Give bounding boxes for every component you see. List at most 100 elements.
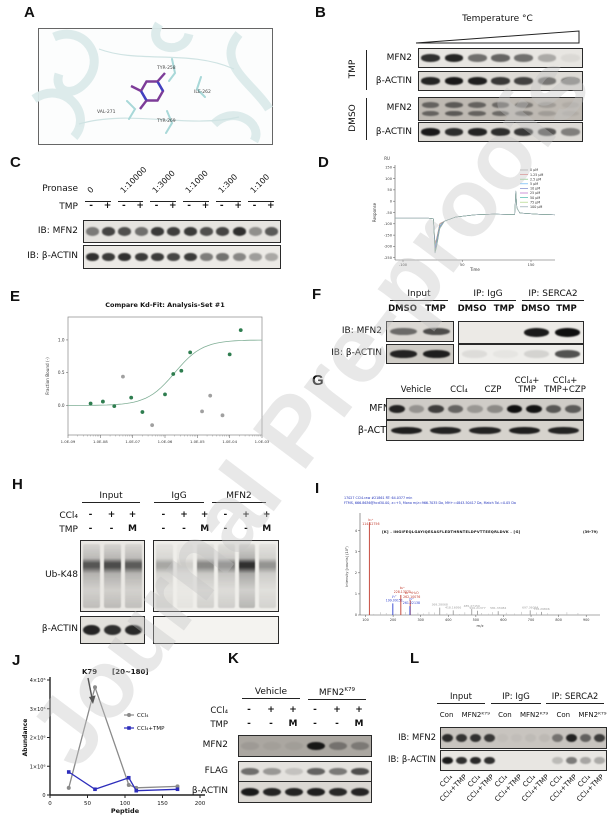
blot-pronase-actin (83, 245, 281, 269)
blot-g-mfn2 (386, 398, 584, 420)
blot-band (506, 405, 523, 413)
data-point (88, 401, 93, 406)
blot-band (183, 252, 197, 262)
blot-k-flag (238, 761, 372, 782)
blot-band (593, 756, 605, 765)
peptide-range: (39-79) (583, 530, 598, 534)
lane-sign: MFN2ᴷ⁷⁹ (519, 711, 549, 719)
blot-band (197, 543, 214, 609)
blot-band (456, 756, 468, 765)
blot-band (491, 128, 510, 136)
blot-band (351, 788, 369, 796)
lane-sign: - (219, 201, 224, 211)
annotation-arrow-head (89, 695, 96, 704)
x-tick-label: 1.0E-06 (158, 439, 173, 444)
legend-label: 0 µM (530, 168, 538, 172)
blot-row-label: β-ACTIN (375, 76, 412, 86)
blot-band (423, 327, 450, 336)
col-group-igg: IgG (154, 491, 204, 503)
blot-band (104, 543, 121, 609)
blot-band (259, 543, 276, 609)
y-tick-label: 0.5 (58, 370, 65, 375)
x-tick-label: 300 (417, 618, 423, 622)
lane-sign: + (289, 705, 297, 715)
blot-band (167, 227, 181, 236)
blot-band (593, 734, 605, 742)
col-group-input: Input (390, 289, 448, 301)
ccl4-sign-row: - + + - + + (238, 705, 370, 715)
x-tick-label: 800 (555, 618, 561, 622)
ms2-spectrum-chart: 17027 CCl4.raw #21861 RT: 64.0377 minFTM… (344, 496, 600, 628)
group-bracket-dmso (366, 98, 367, 140)
blot-band (526, 405, 542, 413)
blot-band (85, 252, 99, 262)
dilution-underline (85, 201, 111, 202)
blot-h-input-actin (80, 616, 145, 644)
blot-row-label: MFN2 (386, 53, 412, 63)
blot-band (428, 405, 444, 413)
dilution-label: 1:1000 (183, 168, 210, 195)
blot-row-label: IB: β-ACTIN (331, 348, 382, 358)
blot-row-label: β-ACTIN (191, 786, 228, 796)
blot-band (390, 327, 417, 336)
lane-sign: + (200, 510, 209, 520)
blot-band (497, 734, 509, 742)
panel-k-label: K (228, 650, 239, 667)
blot-band (561, 110, 580, 117)
blot-band (538, 101, 556, 108)
lane-sign: + (333, 705, 341, 715)
blot-band (263, 788, 281, 796)
legend-label: 75 µM (530, 200, 540, 204)
blot-band (241, 767, 259, 776)
blot-band (216, 227, 230, 236)
plot-frame (67, 316, 263, 436)
blot-band (390, 350, 417, 358)
blot-band (134, 227, 148, 236)
data-point (227, 352, 232, 357)
chart-title: Compare Kd-Fit: Analysis-Set #1 (105, 301, 225, 309)
blot-row-label: IB: β-ACTIN (27, 251, 78, 261)
col-group-input: Input (437, 692, 485, 704)
x-tick-label: 700 (528, 618, 534, 622)
blot-band (238, 543, 256, 609)
blot-g-actin (386, 420, 584, 441)
y-axis-label: Intensity [counts] (10⁶) (345, 546, 349, 587)
tmp-signs-ip: --M--M (153, 524, 277, 534)
x-axis-label: Peptide (111, 807, 140, 815)
blot-band (125, 624, 142, 636)
tmp-row-label: TMP (59, 202, 78, 212)
blot-band (442, 756, 454, 765)
lane-sign: + (103, 201, 112, 211)
peak-ion-name: y₂⁺ (409, 597, 414, 601)
col-label-sup: K79 (344, 687, 356, 693)
lane-sign: - (182, 524, 186, 534)
y-tick-label: 1×10⁶ (30, 764, 46, 770)
blot-band (444, 128, 464, 136)
lane-sign: - (244, 524, 248, 534)
blot-band (134, 252, 148, 262)
blot-band (444, 54, 464, 62)
blot-band (511, 734, 522, 742)
lane-sign: - (223, 510, 228, 520)
blot-band (101, 252, 116, 262)
blot-band (307, 742, 325, 750)
peak-mz-value: 261.22138 (403, 601, 420, 605)
residue-label: ILE-262 (194, 89, 211, 95)
blot-f-input-mfn2 (386, 321, 454, 342)
y-tick-label: 4 (355, 529, 357, 533)
panel-e-label: E (10, 288, 21, 305)
residue-label: TYR-269 (156, 118, 176, 124)
sensorgram-curve (395, 190, 556, 254)
lane-sign: + (242, 510, 250, 520)
blot-band (421, 128, 440, 136)
peak-mz-value: 485.27159 (464, 604, 480, 608)
blot-h-ip-ub (153, 540, 279, 612)
blot-band (265, 252, 279, 262)
dilution-label: 1:3000 (150, 168, 178, 195)
lane-sign: - (88, 524, 93, 534)
blot-band (445, 110, 463, 117)
y-tick-label: -150 (384, 233, 393, 237)
panel-h-label: H (12, 476, 23, 493)
series-marker (66, 785, 71, 790)
blot-band (150, 227, 165, 236)
